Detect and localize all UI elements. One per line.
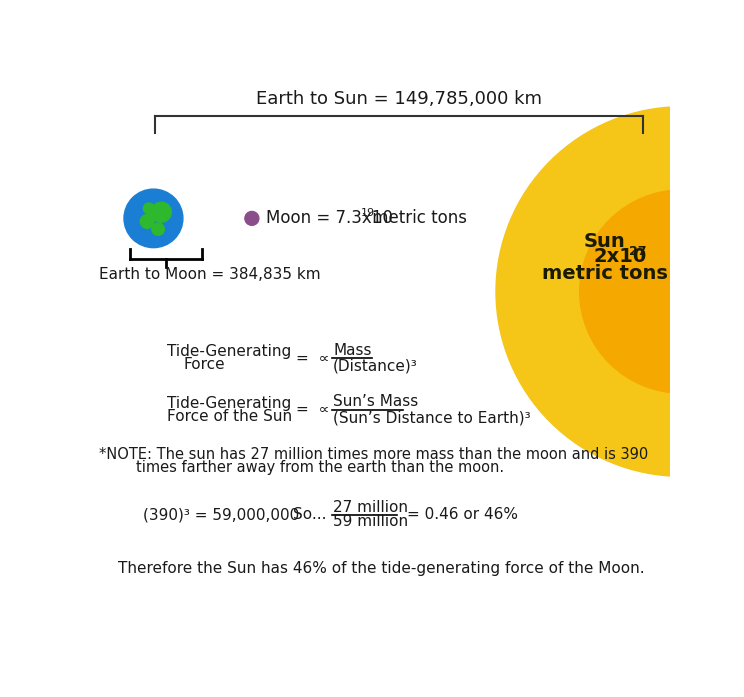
Text: 59 million: 59 million: [333, 514, 408, 529]
Text: (Distance)³: (Distance)³: [333, 359, 418, 374]
Text: 2x10: 2x10: [594, 247, 647, 266]
Text: Therefore the Sun has 46% of the tide-generating force of the Moon.: Therefore the Sun has 46% of the tide-ge…: [118, 561, 644, 576]
Circle shape: [152, 223, 164, 236]
Circle shape: [141, 215, 154, 229]
Circle shape: [151, 202, 171, 222]
Text: =  ∝: = ∝: [296, 351, 330, 366]
Text: 27 million: 27 million: [333, 500, 408, 515]
Text: metric tons: metric tons: [542, 264, 667, 283]
Circle shape: [496, 107, 744, 476]
Text: Force: Force: [184, 357, 225, 372]
Text: Sun’s Mass: Sun’s Mass: [333, 394, 418, 409]
Text: =  ∝: = ∝: [296, 402, 330, 418]
Text: Tide-Generating: Tide-Generating: [167, 344, 291, 359]
Text: Mass: Mass: [333, 342, 372, 358]
Text: (Sun’s Distance to Earth)³: (Sun’s Distance to Earth)³: [333, 411, 531, 425]
Text: *NOTE: The sun has 27 million times more mass than the moon and is 390: *NOTE: The sun has 27 million times more…: [99, 447, 649, 462]
Text: 19: 19: [360, 208, 374, 218]
Text: times farther away from the earth than the moon.: times farther away from the earth than t…: [99, 461, 504, 475]
Text: Tide-Generating: Tide-Generating: [167, 396, 291, 411]
Circle shape: [580, 190, 744, 393]
Circle shape: [124, 189, 183, 247]
Text: Earth to Sun = 149,785,000 km: Earth to Sun = 149,785,000 km: [256, 90, 542, 108]
Text: (390)³ = 59,000,000: (390)³ = 59,000,000: [144, 507, 300, 522]
Circle shape: [245, 211, 259, 225]
Circle shape: [144, 203, 154, 214]
Text: Moon = 7.3x10: Moon = 7.3x10: [266, 209, 393, 227]
Text: So...: So...: [293, 507, 327, 522]
Text: Earth to Moon = 384,835 km: Earth to Moon = 384,835 km: [99, 267, 321, 282]
Text: Force of the Sun: Force of the Sun: [167, 408, 292, 424]
Text: 27: 27: [629, 245, 647, 258]
Circle shape: [150, 210, 157, 218]
Text: Sun: Sun: [583, 232, 626, 251]
Text: metric tons: metric tons: [368, 209, 467, 227]
Text: = 0.46 or 46%: = 0.46 or 46%: [407, 507, 518, 522]
